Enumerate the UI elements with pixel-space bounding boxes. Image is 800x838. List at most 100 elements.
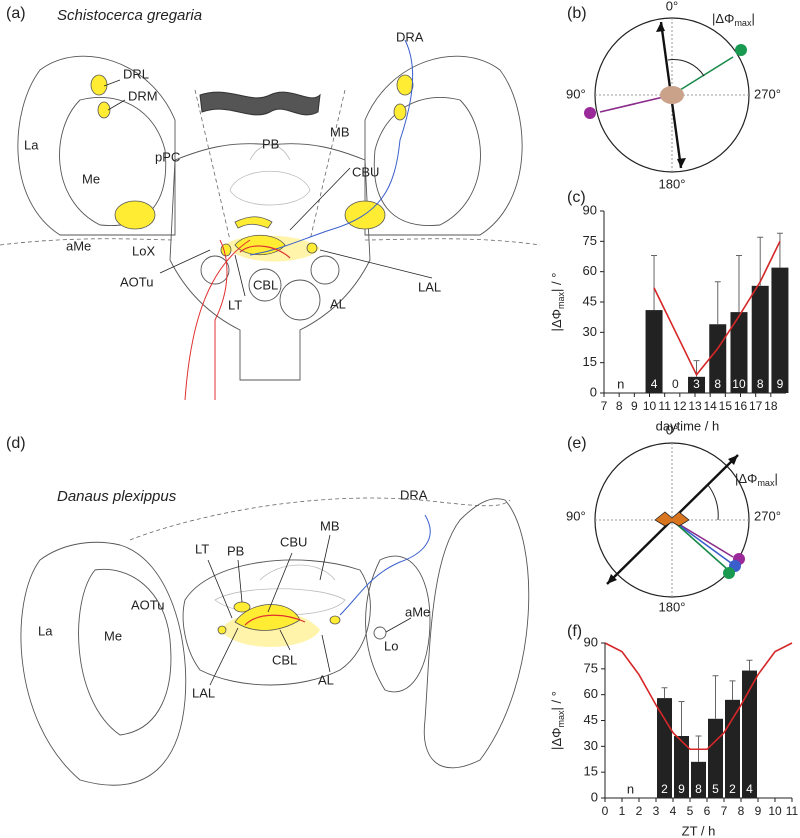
x-tick-label: 9 [755,804,762,818]
sample-size: 8 [695,782,702,796]
x-tick-label: 9 [631,399,638,413]
y-tick-label: 45 [584,712,598,727]
region-label: CBU [280,534,307,549]
x-tick-label: 15 [719,399,733,413]
y-tick-label: 0 [591,789,598,804]
sample-size: 3 [693,377,700,391]
label-text: |ΔΦ [549,728,564,750]
label-sub: max [556,291,566,309]
label-sub: max [757,478,775,488]
error-bar [712,675,719,719]
error-bar [735,254,742,313]
delta-phi-label: |ΔΦmax| [712,11,755,28]
locust-brain-diagram: (a) Schistocerca gregaria DRL DRM La Me … [0,5,541,401]
bar [771,267,789,393]
region-label: MB [330,124,350,139]
region-label: CBL [272,652,297,667]
sample-size: 4 [651,377,658,391]
region-label: CBU [352,164,379,179]
bar [674,736,689,798]
x-tick-label: 3 [653,804,660,818]
x-axis-label: ZT / h [682,823,716,838]
x-tick-label: 17 [749,399,763,413]
x-tick-label: 10 [643,399,657,413]
bar [691,761,706,798]
region-label: AL [330,296,346,311]
y-tick-label: 75 [584,660,598,675]
y-tick-label: 90 [584,634,598,649]
label-end: | [774,471,777,486]
x-tick-label: 6 [704,804,711,818]
angle-label: 90° [566,86,586,101]
sample-size-label: n [627,781,634,796]
x-tick-label: 11 [786,804,799,818]
x-tick-label: 13 [688,399,702,413]
region-label: La [24,137,39,152]
panel-letter: (b) [567,5,587,22]
bar [742,670,757,798]
label-text: |ΔΦ [735,471,757,486]
region-label: AOTu [120,274,153,289]
region-label: LT [195,541,209,556]
y-tick-label: 15 [583,354,597,369]
bar [688,376,706,393]
y-tick-label: 0 [590,384,597,399]
region-label: Me [82,171,100,186]
panel-letter: (f) [567,623,582,640]
x-tick-label: 11 [658,399,671,413]
region-label: PB [227,543,244,558]
x-axis-label: daytime / h [656,418,720,433]
region-label: DRA [400,487,428,502]
species-title: Danaus plexippus [57,488,177,505]
label-sub: max [734,18,752,28]
panel-letter: (a) [6,5,26,22]
y-axis-label: |ΔΦmax| / ° [549,691,566,750]
region-label: LoX [132,243,155,258]
sample-size: 9 [678,782,685,796]
x-tick-label: 1 [619,804,626,818]
angle-label: 180° [659,599,686,614]
region-label: Me [104,628,122,643]
y-tick-label: 90 [583,202,597,217]
y-tick-label: 30 [584,738,598,753]
region-label: aMe [405,604,430,619]
region-label: AOTu [131,597,164,612]
error-bar [776,232,783,268]
y-tick-label: 75 [583,233,597,248]
region-label: PB [262,136,279,151]
y-tick-label: 15 [584,764,598,779]
x-tick-label: 14 [703,399,717,413]
panel-letter: (e) [567,435,587,452]
label-end: | / ° [549,273,564,292]
region-label: AL [318,672,334,687]
sample-size: 2 [661,782,668,796]
error-bar [651,254,658,311]
bar [645,310,663,393]
monarch-brain-diagram: (d) Danaus plexippus DRA MB LT PB CBU La… [6,435,530,786]
species-title: Schistocerca gregaria [57,7,202,24]
bar [657,698,672,798]
region-label: La [38,623,53,638]
sample-size: 2 [729,782,736,796]
x-tick-label: 7 [601,399,608,413]
angle-label: 270° [754,86,781,101]
x-tick-label: 4 [670,804,677,818]
polar-diagram: (e) 0° 180° 90° 270° |ΔΦmax| [566,422,781,614]
region-label: LAL [418,279,441,294]
sample-size: 5 [712,782,719,796]
label-end: | [751,11,754,26]
x-tick-label: 8 [616,399,623,413]
angle-label: 0° [666,422,678,437]
y-tick-label: 45 [583,293,597,308]
label-text: |ΔΦ [712,11,734,26]
region-label: aMe [66,238,91,253]
angle-label: 0° [666,0,678,13]
fit-line [604,642,793,751]
region-label: DRM [128,88,158,103]
error-bar [661,687,668,699]
error-bar [714,281,721,325]
region-label: LT [228,297,242,312]
region-label: DRA [396,29,424,44]
